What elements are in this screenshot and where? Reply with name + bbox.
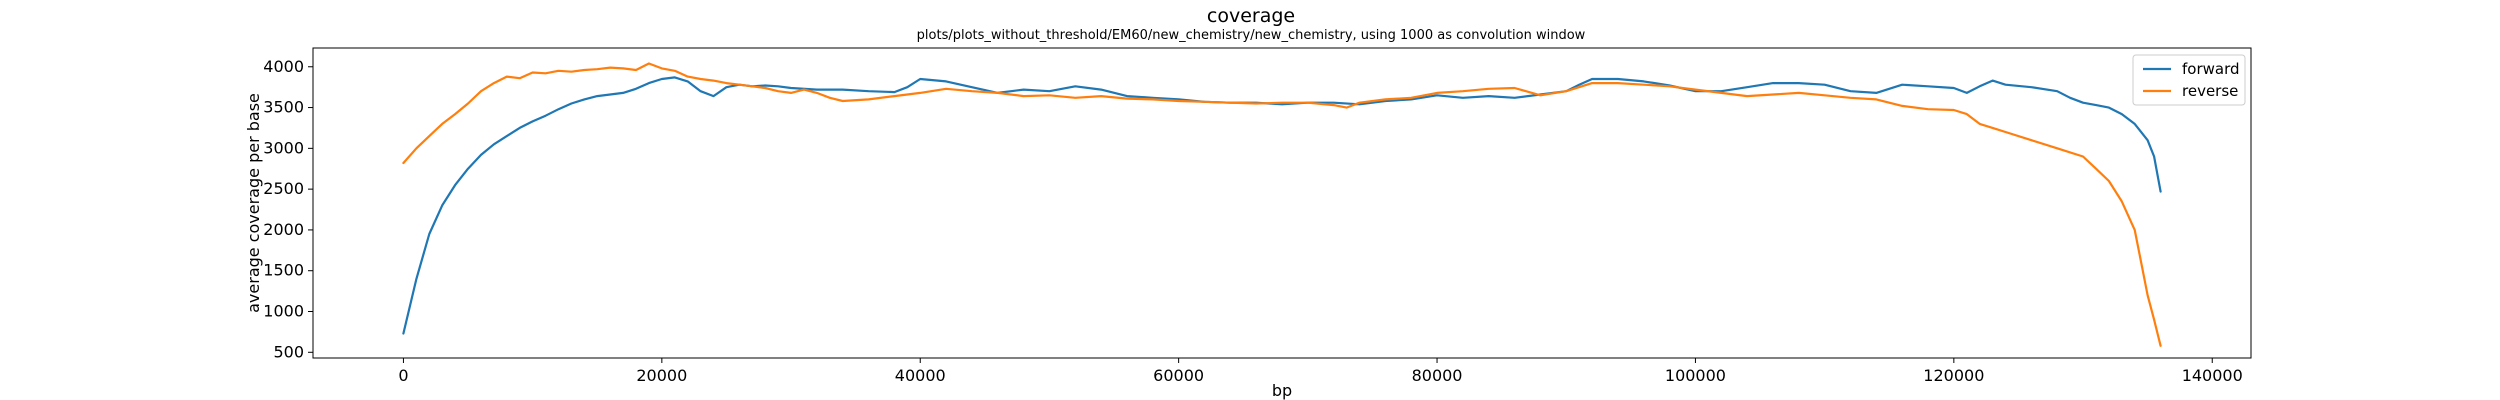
legend: forward reverse [2132,54,2246,106]
chart-title: coverage [1207,5,1295,27]
x-tick-label: 140000 [2182,366,2243,385]
y-tick-label: 500 [273,342,304,361]
y-tick-label: 1000 [263,302,304,321]
x-tick-label: 20000 [636,366,687,385]
series-layer [402,62,2162,347]
x-axis-label: bp [1272,381,1292,400]
x-tick-label: 100000 [1665,366,1726,385]
x-tick-label: 60000 [1153,366,1204,385]
y-tick-label: 1500 [263,261,304,280]
series-line-forward [402,76,2162,335]
series-line-reverse [402,62,2162,347]
plot-frame [312,47,2252,359]
legend-frame [2132,54,2246,106]
x-axis: 0 20000 40000 60000 80000 100000 120000 140000 [398,358,2243,385]
x-tick-label: 0 [398,366,408,385]
y-tick-label: 2000 [263,220,304,239]
x-tick-label: 120000 [1923,366,1984,385]
legend-label-reverse: reverse [2182,82,2238,100]
y-axis: 500 1000 1500 2000 2500 3000 3500 4000 [263,57,313,361]
y-tick-label: 4000 [263,57,304,76]
chart-subtitle: plots/plots_without_threshold/EM60/new_c… [917,28,1586,43]
x-tick-label: 40000 [895,366,946,385]
y-tick-label: 2500 [263,179,304,198]
legend-label-forward: forward [2182,60,2240,78]
x-tick-label: 80000 [1412,366,1463,385]
y-axis-label: average coverage per base [244,93,263,313]
y-tick-label: 3500 [263,98,304,117]
y-tick-label: 3000 [263,138,304,157]
